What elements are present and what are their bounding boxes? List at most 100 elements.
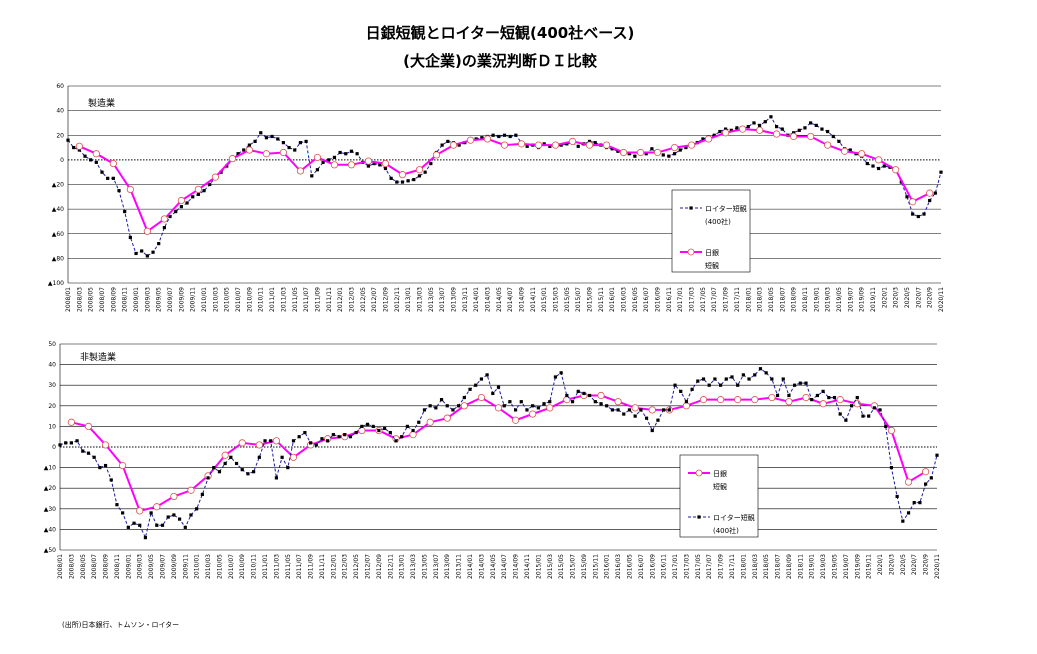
point-marker xyxy=(593,141,597,145)
x-tick-label: 2018/03 xyxy=(757,287,764,312)
point-marker xyxy=(746,125,750,129)
point-marker xyxy=(650,428,654,433)
x-tick-label: 2011/05 xyxy=(292,287,299,312)
x-tick-label: 2014/05 xyxy=(496,287,503,312)
point-marker xyxy=(365,422,370,426)
point-marker xyxy=(877,166,881,171)
x-tick-label: 2013/01 xyxy=(405,287,412,312)
point-marker xyxy=(246,472,250,476)
x-tick-label: 2015/03 xyxy=(547,554,554,579)
point-marker xyxy=(797,128,801,132)
x-tick-label: 2013/09 xyxy=(450,287,457,312)
x-tick-label: 2011/01 xyxy=(269,287,276,312)
legend-label: 短観 xyxy=(713,482,727,491)
point-marker xyxy=(814,123,818,127)
point-marker xyxy=(383,166,388,171)
point-marker xyxy=(861,414,865,418)
x-tick-label: 2014/03 xyxy=(478,554,485,579)
x-tick-label: 2018/09 xyxy=(786,554,793,579)
point-marker xyxy=(529,410,537,418)
point-marker xyxy=(912,501,916,505)
point-marker xyxy=(875,156,883,164)
point-marker xyxy=(758,367,763,371)
point-marker xyxy=(287,145,291,150)
point-marker xyxy=(308,441,313,445)
point-marker xyxy=(200,492,204,496)
point-marker xyxy=(415,166,424,174)
point-marker xyxy=(115,503,119,507)
x-tick-label: 2015/01 xyxy=(535,554,542,579)
point-marker xyxy=(166,515,170,519)
point-marker xyxy=(871,164,875,168)
point-marker xyxy=(344,152,348,156)
point-marker xyxy=(245,146,254,154)
x-tick-label: 2019/01 xyxy=(809,554,816,579)
point-marker xyxy=(837,139,841,144)
point-marker xyxy=(388,430,392,435)
y-tick-label: ▲20 xyxy=(52,182,64,189)
point-marker xyxy=(707,383,711,387)
x-tick-label: 2012/01 xyxy=(337,287,344,312)
point-marker xyxy=(332,155,337,160)
legend-marker xyxy=(697,515,701,519)
point-marker xyxy=(769,115,773,119)
x-tick-label: 2016/11 xyxy=(661,554,668,579)
point-marker xyxy=(126,525,130,529)
point-marker xyxy=(208,182,212,187)
point-marker xyxy=(314,443,318,447)
x-tick-label: 2015/11 xyxy=(598,287,605,312)
x-tick-label: 2008/01 xyxy=(65,287,72,312)
x-tick-label: 2018/07 xyxy=(775,554,782,579)
point-marker xyxy=(724,377,728,381)
x-tick-label: 2009/09 xyxy=(171,554,178,579)
point-marker xyxy=(775,125,779,129)
x-tick-label: 2020/9 xyxy=(923,554,930,575)
point-marker xyxy=(417,174,422,178)
x-tick-label: 2010/03 xyxy=(212,287,219,312)
legend-marker xyxy=(687,248,695,256)
y-tick-label: 50 xyxy=(48,341,56,348)
point-marker xyxy=(298,141,303,145)
x-tick-label: 2012/11 xyxy=(387,554,394,579)
point-marker xyxy=(153,503,161,511)
point-marker xyxy=(701,137,705,141)
point-marker xyxy=(343,433,347,437)
x-tick-label: 2008/09 xyxy=(103,554,110,579)
legend-marker xyxy=(689,206,693,210)
point-marker xyxy=(92,455,96,459)
point-marker xyxy=(619,148,628,157)
x-tick-label: 2014/07 xyxy=(507,287,514,312)
x-tick-label: 2014/03 xyxy=(484,287,491,312)
legend-marker xyxy=(695,469,703,477)
point-marker xyxy=(378,163,382,167)
point-marker xyxy=(820,127,824,131)
x-tick-label: 2018/11 xyxy=(802,287,809,312)
x-tick-label: 2012/07 xyxy=(365,554,372,579)
point-marker xyxy=(100,170,104,174)
point-marker xyxy=(371,424,375,428)
point-marker xyxy=(525,408,529,412)
point-marker xyxy=(827,395,831,400)
point-marker xyxy=(417,420,421,424)
point-marker xyxy=(462,395,466,400)
point-marker xyxy=(372,161,376,166)
point-marker xyxy=(605,404,609,408)
point-marker xyxy=(918,501,922,505)
point-marker xyxy=(177,517,182,521)
point-marker xyxy=(389,176,393,180)
point-marker xyxy=(274,476,279,480)
point-marker xyxy=(360,424,364,428)
point-marker xyxy=(787,393,791,398)
point-marker xyxy=(924,482,928,486)
x-tick-label: 2009/03 xyxy=(144,287,151,312)
point-marker xyxy=(304,139,308,144)
point-marker xyxy=(650,147,654,151)
x-tick-label: 2017/07 xyxy=(711,287,718,312)
point-marker xyxy=(194,185,202,194)
x-tick-label: 2016/05 xyxy=(632,287,639,312)
x-tick-label: 2013/11 xyxy=(456,554,463,579)
x-tick-label: 2014/01 xyxy=(467,554,474,579)
point-marker xyxy=(752,121,756,125)
point-marker xyxy=(809,121,813,125)
